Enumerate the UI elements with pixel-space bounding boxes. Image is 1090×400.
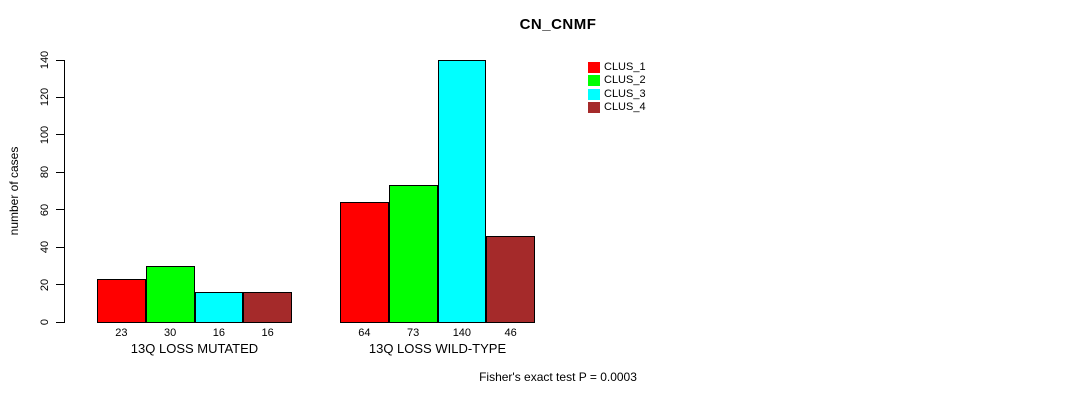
y-tick-mark-60 (56, 209, 64, 211)
bar-clus_2-group1 (145, 265, 195, 323)
y-tick-mark-0 (56, 321, 64, 323)
group-label-1: 13Q LOSS MUTATED (130, 341, 259, 356)
legend-swatch-clus_1 (588, 62, 600, 74)
y-tick-label-60: 60 (39, 203, 51, 216)
y-tick-label-40: 40 (39, 241, 51, 254)
bar-clus_1-group2 (340, 202, 389, 323)
legend-swatch-clus_3 (588, 88, 600, 100)
bar-clus_4-group2 (486, 235, 535, 323)
legend-label-clus_3: CLUS_3 (604, 87, 646, 100)
bar-value-label-clus_1-group1: 23 (115, 327, 128, 339)
y-tick-mark-140 (56, 59, 64, 61)
bar-clus_4-group1 (243, 292, 292, 323)
y-tick-label-120: 120 (39, 88, 51, 107)
legend-row-clus_2: CLUS_2 (588, 74, 646, 87)
bar-value-label-clus_2-group1: 30 (164, 327, 177, 339)
bar-value-label-clus_2-group2: 73 (407, 327, 420, 339)
y-axis-line (64, 60, 65, 323)
y-tick-mark-80 (56, 171, 64, 173)
bar-clus_3-group1 (194, 292, 244, 323)
y-tick-label-80: 80 (39, 166, 51, 179)
legend-row-clus_4: CLUS_4 (588, 101, 646, 114)
bar-value-label-clus_4-group2: 46 (504, 327, 517, 339)
bar-value-label-clus_3-group1: 16 (212, 327, 225, 339)
y-axis-title: number of cases (7, 146, 21, 236)
bar-clus_2-group2 (388, 185, 438, 323)
y-tick-label-20: 20 (39, 278, 51, 291)
bar-value-label-clus_1-group2: 64 (358, 327, 371, 339)
y-tick-mark-120 (56, 96, 64, 98)
bar-value-label-clus_4-group1: 16 (261, 327, 274, 339)
legend-row-clus_3: CLUS_3 (588, 88, 646, 101)
legend-swatch-clus_2 (588, 75, 600, 87)
chart-title: CN_CNMF (519, 16, 597, 33)
legend-row-clus_1: CLUS_1 (588, 61, 646, 74)
y-tick-mark-20 (56, 284, 64, 286)
legend: CLUS_1 CLUS_2 CLUS_3 CLUS_4 (588, 61, 646, 114)
y-tick-mark-40 (56, 246, 64, 248)
y-tick-label-0: 0 (39, 318, 51, 326)
bar-clus_1-group1 (97, 278, 146, 323)
bar-clus_3-group2 (437, 60, 487, 323)
y-tick-mark-100 (56, 134, 64, 136)
legend-label-clus_1: CLUS_1 (604, 61, 646, 74)
y-tick-label-100: 100 (39, 125, 51, 145)
bar-value-label-clus_3-group2: 140 (452, 327, 472, 339)
legend-swatch-clus_4 (588, 102, 600, 114)
y-tick-label-140: 140 (39, 50, 51, 70)
legend-label-clus_4: CLUS_4 (604, 101, 646, 114)
group-label-2: 13Q LOSS WILD-TYPE (368, 341, 507, 356)
legend-label-clus_2: CLUS_2 (604, 74, 646, 87)
stat-test-annotation: Fisher's exact test P = 0.0003 (479, 370, 637, 384)
